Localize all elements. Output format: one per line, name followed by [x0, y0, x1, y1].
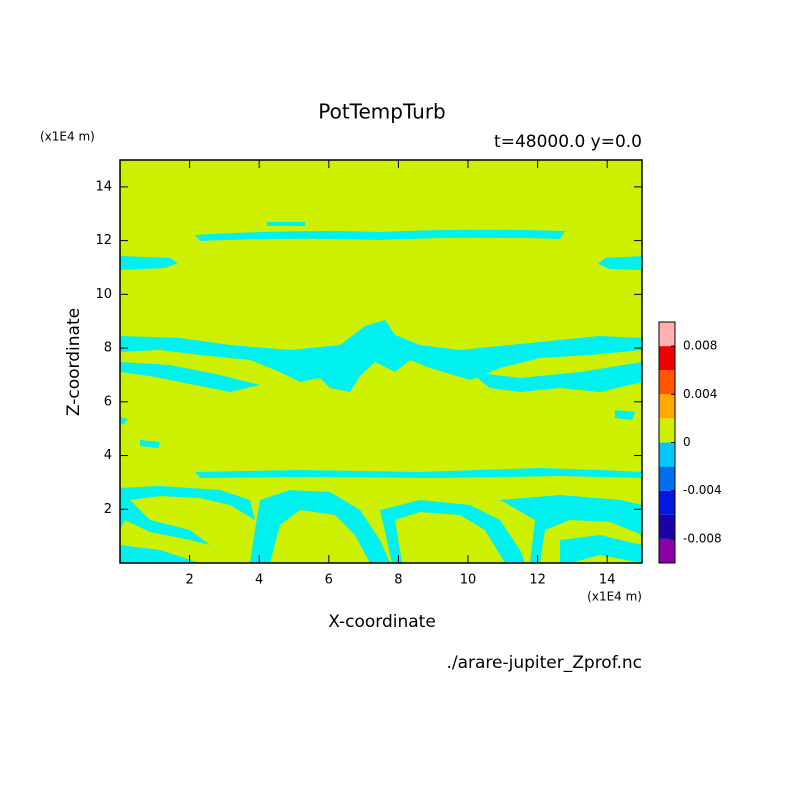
contour-region	[470, 362, 642, 392]
y-tick-label: 10	[95, 287, 112, 302]
contour-region	[250, 490, 390, 563]
contour-region	[267, 222, 305, 226]
contour-region	[120, 362, 260, 392]
colorbar-tick-label: 0.004	[683, 387, 717, 401]
contour-region	[500, 495, 642, 563]
colorbar-band	[659, 514, 675, 539]
contour-region	[120, 486, 255, 545]
y-tick-label: 6	[104, 394, 112, 409]
colorbar-band	[659, 346, 675, 371]
source-file: ./arare-jupiter_Zprof.nc	[446, 653, 642, 673]
contour-region	[598, 256, 642, 270]
contour-region	[140, 440, 160, 448]
y-tick-label: 14	[95, 179, 112, 194]
y-tick-label: 8	[104, 341, 112, 356]
x-tick-label: 14	[599, 573, 616, 588]
chart-title: PotTempTurb	[318, 100, 446, 124]
colorbar-band	[659, 322, 675, 347]
x-unit: (x1E4 m)	[587, 590, 642, 604]
colorbar-band	[659, 442, 675, 467]
x-tick-label: 12	[529, 573, 546, 588]
colorbar-band	[659, 418, 675, 443]
contour-region	[120, 417, 128, 424]
y-tick-label: 4	[104, 448, 112, 463]
colorbar-tick-label: -0.008	[683, 531, 722, 545]
colorbar-band	[659, 466, 675, 491]
colorbar-tick-label: 0	[683, 435, 691, 449]
x-tick-label: 8	[394, 573, 402, 588]
contour-region	[560, 535, 642, 563]
contour-region	[195, 468, 642, 478]
colorbar-tick-label: -0.004	[683, 483, 722, 497]
colorbar-band	[659, 370, 675, 395]
colorbar-tick-label: 0.008	[683, 339, 717, 353]
y-tick-label: 12	[95, 233, 112, 248]
colorbar-band	[659, 490, 675, 515]
colorbar-band	[659, 538, 675, 563]
y-unit: (x1E4 m)	[40, 130, 95, 144]
contour-region	[120, 256, 178, 270]
chart-subtitle: t=48000.0 y=0.0	[494, 132, 642, 152]
contour-field	[120, 160, 642, 563]
x-axis-label: X-coordinate	[328, 612, 436, 632]
x-tick-label: 2	[185, 573, 193, 588]
plot-frame	[119, 159, 643, 564]
colorbar-band	[659, 394, 675, 419]
contour-region	[615, 410, 635, 420]
contour-region	[380, 500, 525, 563]
contour-region	[195, 229, 565, 241]
y-tick-label: 2	[104, 502, 112, 517]
contour-region	[120, 320, 642, 392]
x-tick-label: 4	[255, 573, 263, 588]
contour-region	[120, 545, 200, 563]
y-axis-label: Z-coordinate	[64, 308, 84, 416]
x-tick-label: 6	[325, 573, 333, 588]
x-tick-label: 10	[460, 573, 477, 588]
